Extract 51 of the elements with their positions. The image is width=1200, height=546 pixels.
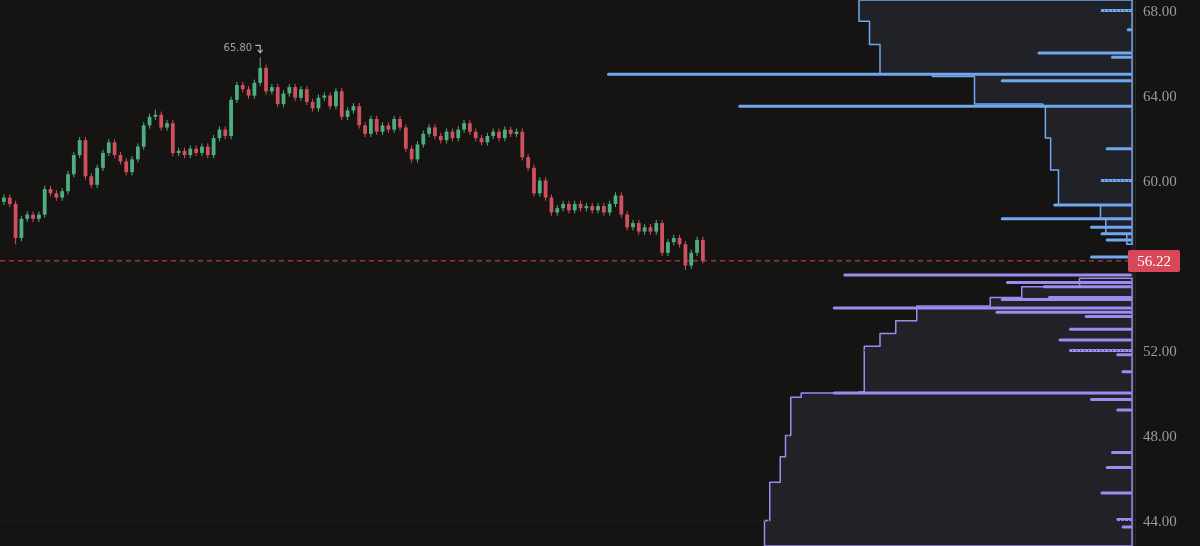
- candlestick: [95, 164, 100, 189]
- candlestick: [374, 115, 379, 136]
- candlestick: [561, 200, 565, 212]
- ref-line-label: 56.22: [1137, 252, 1171, 269]
- candlestick: [165, 119, 169, 132]
- candlestick: [31, 210, 35, 223]
- candlestick: [601, 202, 606, 217]
- candlestick: [200, 142, 204, 157]
- candlestick: [269, 83, 274, 96]
- candlestick: [159, 111, 164, 132]
- candlestick: [258, 56, 263, 87]
- candlestick: [264, 64, 268, 96]
- y-tick-label: 60.00: [1143, 172, 1177, 189]
- candlestick: [211, 134, 216, 159]
- candlestick: [543, 176, 548, 202]
- annotation: 65.80: [223, 42, 253, 54]
- candlestick: [235, 81, 239, 104]
- candlestick: [427, 123, 432, 138]
- candlestick: [71, 151, 76, 178]
- candlestick: [194, 145, 199, 157]
- candlestick: [625, 210, 630, 232]
- y-tick-label: 68.00: [1143, 2, 1177, 19]
- candlestick: [596, 202, 600, 215]
- candlestick: [2, 193, 6, 206]
- candlestick: [130, 155, 134, 176]
- candlestick: [398, 115, 402, 132]
- candlestick: [631, 219, 635, 232]
- candlestick: [304, 85, 309, 106]
- candlestick: [695, 236, 699, 257]
- candlestick: [403, 123, 408, 153]
- candlestick: [275, 83, 280, 108]
- candlestick: [252, 79, 257, 100]
- candlestick: [462, 119, 466, 134]
- y-tick-label: 48.00: [1143, 427, 1177, 444]
- candlestick: [334, 87, 338, 110]
- candlestick: [141, 121, 146, 151]
- candlestick: [619, 191, 624, 219]
- candlestick: [497, 128, 501, 142]
- candlestick: [101, 149, 105, 172]
- candlestick: [66, 170, 70, 195]
- y-tick-label: 44.00: [1143, 512, 1177, 529]
- candlestick: [368, 115, 373, 138]
- y-tick-label: 52.00: [1143, 342, 1177, 359]
- candlestick: [77, 136, 82, 159]
- candlestick: [689, 249, 694, 270]
- candlestick: [136, 142, 140, 164]
- candlestick: [36, 210, 41, 223]
- y-tick-label: 64.00: [1143, 87, 1177, 104]
- candlestick: [567, 200, 571, 215]
- candlestick: [537, 176, 542, 198]
- candlestick: [357, 102, 362, 130]
